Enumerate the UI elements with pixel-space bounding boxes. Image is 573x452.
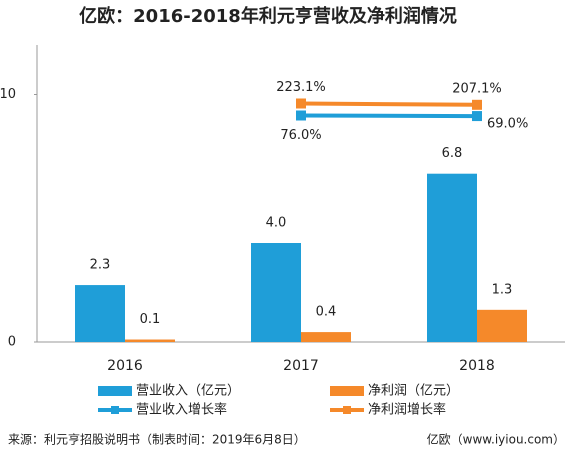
legend-swatch [330, 386, 364, 396]
line-marker [472, 111, 482, 122]
legend-label: 营业收入（亿元） [136, 384, 240, 399]
data-label: 2.3 [90, 258, 111, 273]
credit: 亿欧（www.iyiou.com） [427, 432, 565, 447]
bar [251, 243, 301, 342]
line-marker [296, 98, 306, 109]
legend-swatch [98, 386, 132, 396]
source-note: 来源：利元亨招股说明书（制表时间：2019年6月8日） [8, 432, 306, 447]
legend-swatch [111, 406, 119, 414]
x-tick-label: 2018 [459, 358, 495, 374]
line [300, 101, 478, 107]
bar [477, 309, 527, 342]
legend-label: 净利润增长率 [368, 402, 446, 418]
x-tick-label: 2016 [107, 358, 143, 374]
bar [427, 173, 477, 342]
x-tick-label: 2017 [283, 358, 319, 374]
data-label: 0.1 [140, 312, 161, 327]
chart-title: 亿欧：2016-2018年利元亨营收及净利润情况 [79, 5, 457, 27]
line-marker [472, 99, 482, 110]
data-label: 4.0 [266, 216, 287, 231]
data-label: 0.4 [316, 305, 337, 320]
data-label: 207.1% [452, 81, 502, 96]
y-tick-label: 0 [8, 335, 16, 350]
bar [75, 285, 125, 342]
legend-label: 营业收入增长率 [136, 402, 227, 418]
data-label: 1.3 [492, 282, 513, 297]
line-marker [296, 110, 306, 121]
bar [125, 339, 175, 342]
legend-label: 净利润（亿元） [368, 384, 459, 399]
data-label: 6.8 [442, 146, 463, 161]
line [300, 113, 478, 119]
bar [301, 332, 351, 342]
y-tick-label: 10 [0, 87, 16, 102]
data-label: 223.1% [276, 80, 326, 95]
legend-swatch [343, 406, 351, 414]
data-label: 76.0% [280, 128, 321, 143]
data-label: 69.0% [487, 117, 528, 132]
